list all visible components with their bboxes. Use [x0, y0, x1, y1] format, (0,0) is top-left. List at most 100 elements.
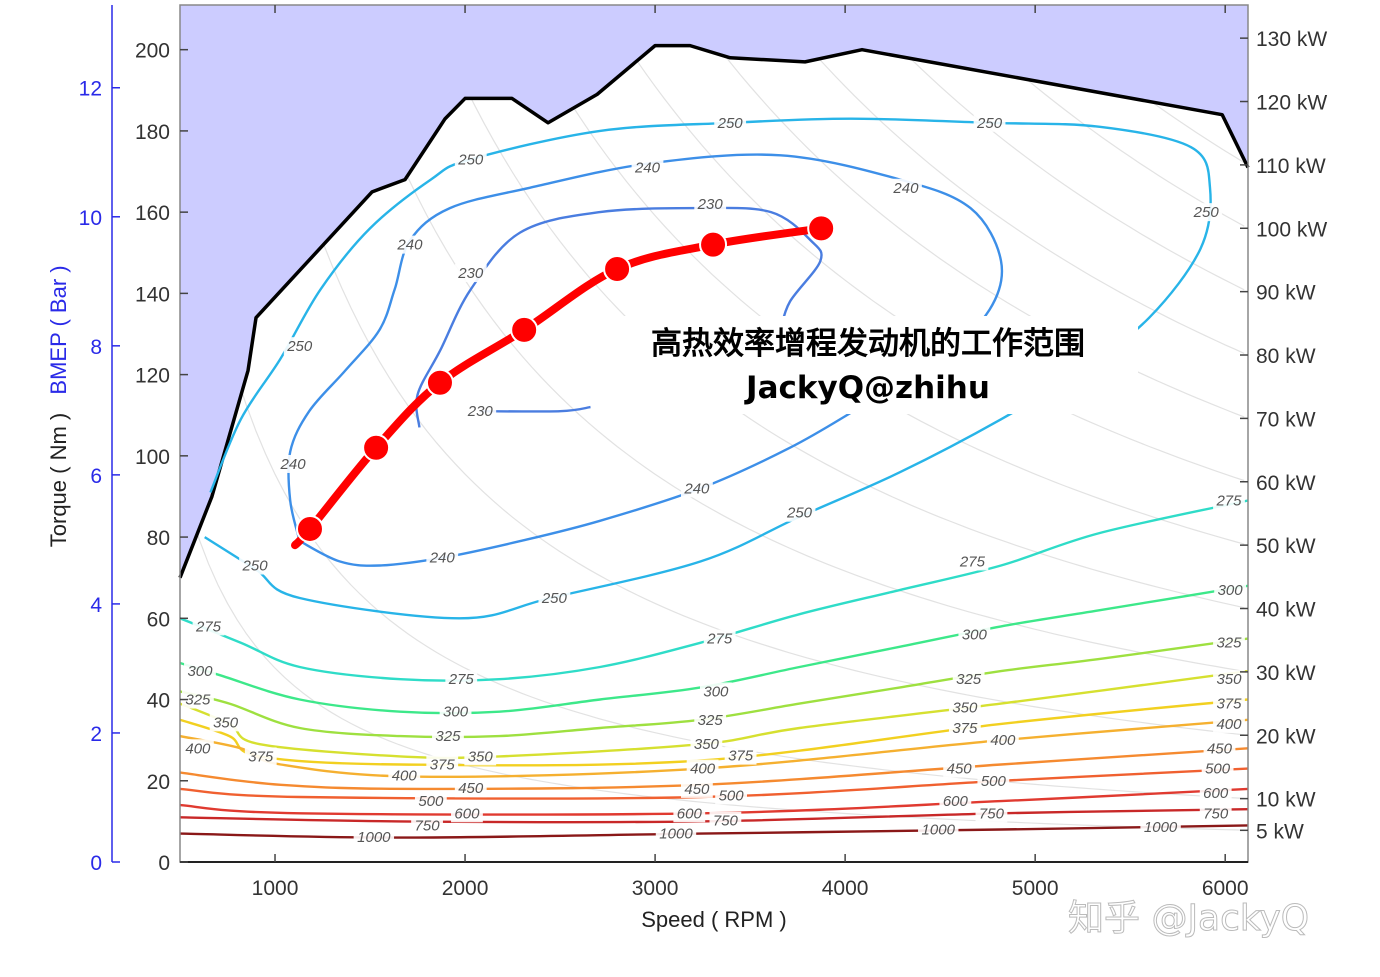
bmep-tick-label: 0 [90, 852, 102, 875]
contour-label-bg [1201, 759, 1234, 778]
contour-label: 375 [952, 720, 978, 737]
contour-label: 250 [1193, 204, 1220, 221]
contour-label: 350 [213, 714, 239, 731]
contour-label: 400 [185, 740, 211, 757]
power-tick-label: 110 kW [1256, 155, 1326, 178]
contour-label-bg [680, 779, 713, 798]
plot-frame [179, 4, 1249, 863]
x-tick-label: 4000 [822, 877, 869, 900]
contour-label-bg [690, 735, 723, 754]
power-tick-label: 120 kW [1256, 92, 1327, 115]
contour-label-bg [1214, 580, 1246, 599]
contour-labels: 230 230 230 240 240 240 240 240 240 250 250 250 250 2… [182, 113, 1246, 847]
contour-label: 1000 [922, 822, 956, 839]
contour-label: 275 [195, 618, 222, 635]
contour-label-bg [977, 772, 1010, 791]
contour-label: 600 [677, 805, 703, 822]
y-tick-label: 80 [147, 527, 170, 550]
y-tick-label: 120 [135, 365, 170, 388]
contour-300 [180, 584, 1248, 715]
contour-label-bg [353, 828, 395, 847]
contour-label: 325 [956, 671, 982, 688]
contour-label: 300 [703, 683, 729, 700]
contour-label-bg [703, 629, 736, 648]
x-axis-label: Speed ( RPM ) [641, 907, 787, 932]
contour-label-bg [538, 588, 571, 607]
contour-label: 600 [454, 805, 480, 822]
contour-label-bg [956, 552, 989, 571]
contour-label-bg [182, 739, 214, 758]
contour-275 [180, 499, 1248, 682]
contour-label: 275 [959, 553, 986, 570]
contour-label: 230 [467, 403, 494, 420]
y-axis-label: Torque ( Nm ) [46, 413, 71, 547]
y-tick-label: 100 [135, 446, 170, 469]
contour-label-bg [1190, 203, 1223, 222]
contour-450 [180, 747, 1248, 791]
x-tick-label: 2000 [442, 877, 489, 900]
operating-point [362, 433, 391, 462]
contour-label: 750 [713, 813, 739, 830]
contour-label: 450 [1207, 740, 1233, 757]
contour-label: 250 [286, 338, 313, 355]
full-load-curve [178, 43, 1250, 579]
contour-label: 325 [698, 712, 724, 729]
contour-label: 450 [947, 761, 973, 778]
contour-label-bg [445, 670, 478, 689]
contour-label-bg [783, 503, 816, 522]
contour-label: 750 [979, 806, 1005, 823]
contour-label: 350 [694, 736, 720, 753]
contour-label-bg [655, 824, 697, 843]
contour-label: 500 [981, 773, 1007, 790]
contour-label-bg [283, 337, 316, 356]
power-tick-label: 70 kW [1256, 408, 1316, 431]
bsfc-contours: 230 230 230 240 240 240 240 240 240 250 250 250 250 2… [180, 113, 1248, 847]
y-tick-label: 200 [135, 40, 170, 63]
contour-label-bg [439, 702, 472, 721]
contour-label: 375 [1216, 696, 1242, 713]
contour-label-bg [724, 746, 757, 765]
contour-label: 750 [1203, 805, 1229, 822]
y-tick-label: 160 [135, 202, 170, 225]
contour-label-bg [1213, 633, 1245, 652]
x-tick-label: 1000 [252, 877, 299, 900]
annotation-author: JackyQ@zhihu [744, 370, 990, 406]
operating-line-group [291, 214, 836, 550]
contour-label-bg [277, 454, 309, 473]
contour-label-bg [939, 792, 972, 811]
contour-label: 300 [443, 704, 469, 721]
contour-label: 250 [717, 115, 744, 132]
contour-label: 350 [952, 700, 978, 717]
watermark: 知乎 @JackyQ [1068, 898, 1309, 939]
power-line [256, 5, 1245, 736]
contour-label-bg [680, 479, 713, 498]
contour-label: 325 [185, 692, 211, 709]
contour-label: 450 [458, 780, 484, 797]
y-tick-label: 20 [147, 771, 170, 794]
contour-label: 275 [448, 671, 475, 688]
contour-label: 240 [892, 180, 919, 197]
contour-label: 325 [435, 728, 461, 745]
contour-label: 240 [683, 480, 710, 497]
full-load-fill [180, 5, 1248, 578]
contour-label-bg [464, 402, 497, 421]
power-tick-label: 10 kW [1256, 789, 1316, 812]
contour-label: 325 [1216, 635, 1242, 652]
contour-label-bg [943, 759, 976, 778]
contour-label-bg [631, 158, 664, 177]
x-tick-label: 5000 [1012, 877, 1059, 900]
contour-240 [287, 153, 1004, 567]
contour-label-bg [1213, 491, 1245, 510]
operating-point [510, 315, 539, 344]
contour-label-bg [182, 690, 214, 709]
contour-label: 400 [392, 767, 418, 784]
contour-label-bg [1199, 783, 1232, 802]
operating-point [603, 255, 632, 284]
power-line [858, 5, 1245, 291]
contour-label-bg [1213, 714, 1245, 733]
contour-label-bg [411, 816, 443, 835]
annotation-background [592, 316, 1138, 414]
power-line [180, 474, 1245, 831]
contour-label-bg [239, 556, 271, 575]
